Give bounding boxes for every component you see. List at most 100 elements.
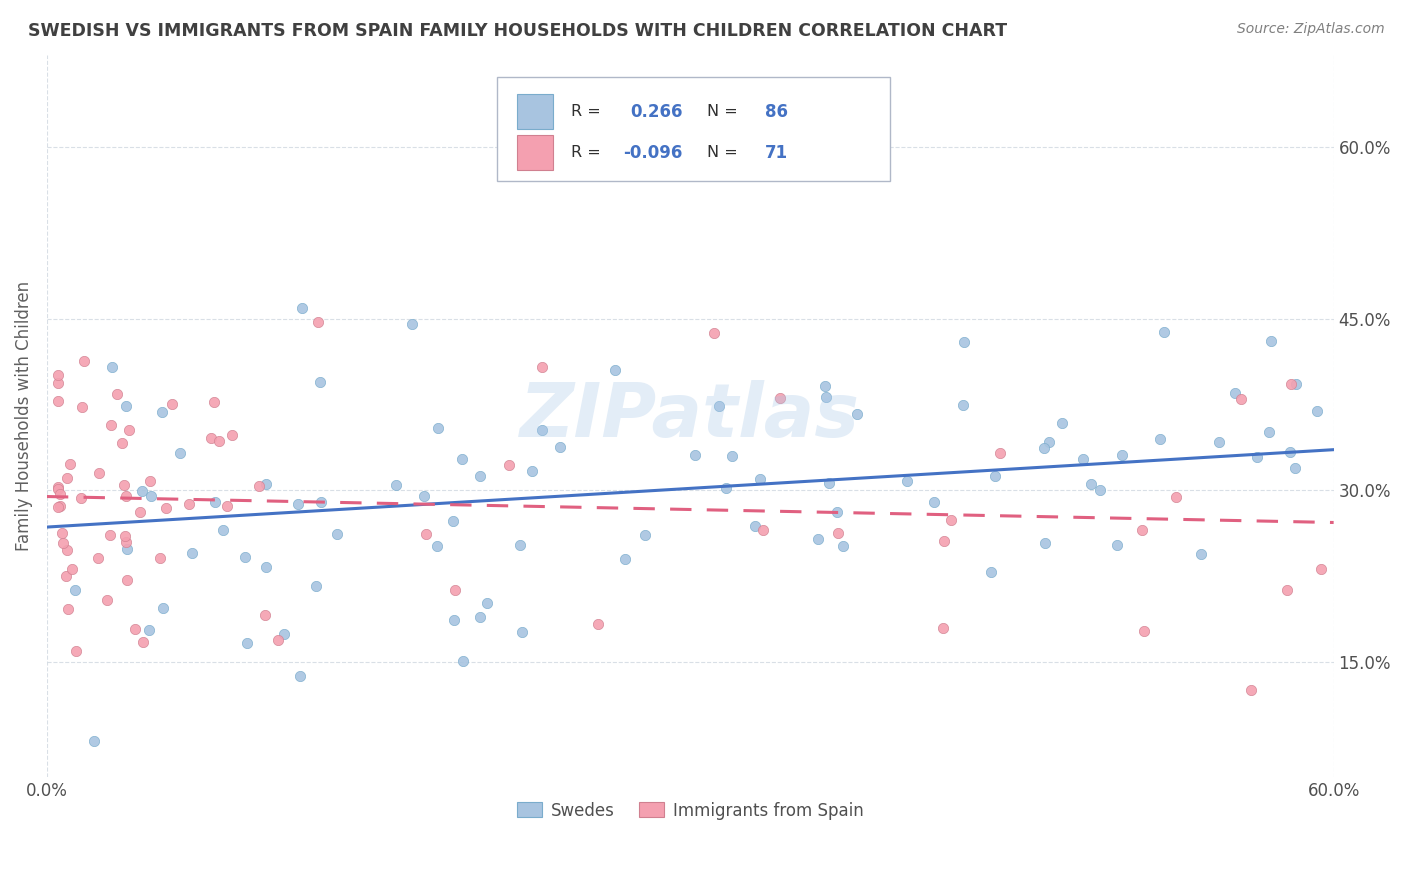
Point: [603, 363, 626, 377]
Point: [221, 428, 243, 442]
Point: [291, 301, 314, 315]
Point: [451, 654, 474, 668]
Point: [510, 624, 533, 639]
Point: [124, 622, 146, 636]
Point: [46, 368, 69, 382]
Point: [55, 470, 77, 484]
Point: [988, 446, 1011, 460]
Point: [111, 435, 134, 450]
Point: [217, 499, 239, 513]
Text: SWEDISH VS IMMIGRANTS FROM SPAIN FAMILY HOUSEHOLDS WITH CHILDREN CORRELATION CHA: SWEDISH VS IMMIGRANTS FROM SPAIN FAMILY …: [28, 22, 1007, 40]
Point: [56, 543, 79, 558]
Point: [1164, 490, 1187, 504]
Point: [65, 643, 87, 657]
Point: [412, 489, 434, 503]
Point: [89, 466, 111, 480]
Point: [475, 596, 498, 610]
Text: R =: R =: [571, 145, 606, 160]
Point: [401, 317, 423, 331]
Text: R =: R =: [571, 104, 606, 119]
Point: [415, 526, 437, 541]
Point: [1050, 417, 1073, 431]
Point: [115, 489, 138, 503]
Point: [1038, 434, 1060, 449]
Point: [1230, 392, 1253, 406]
Point: [70, 491, 93, 505]
Point: [326, 527, 349, 541]
Point: [520, 464, 543, 478]
Legend: Swedes, Immigrants from Spain: Swedes, Immigrants from Spain: [510, 795, 870, 826]
Point: [825, 505, 848, 519]
Text: N =: N =: [707, 104, 742, 119]
Point: [744, 519, 766, 533]
Point: [204, 494, 226, 508]
Point: [1309, 562, 1331, 576]
Point: [443, 613, 465, 627]
Point: [160, 397, 183, 411]
Text: ZIPatlas: ZIPatlas: [520, 379, 860, 452]
Point: [846, 407, 869, 421]
Point: [818, 475, 841, 490]
Point: [752, 523, 775, 537]
Point: [290, 669, 312, 683]
Point: [83, 734, 105, 748]
Point: [614, 551, 637, 566]
Point: [749, 472, 772, 486]
Text: Source: ZipAtlas.com: Source: ZipAtlas.com: [1237, 22, 1385, 37]
Point: [98, 528, 121, 542]
Point: [548, 441, 571, 455]
Point: [716, 481, 738, 495]
Point: [980, 565, 1002, 579]
Point: [939, 513, 962, 527]
Point: [1149, 432, 1171, 446]
Point: [254, 476, 277, 491]
Point: [983, 469, 1005, 483]
Point: [1088, 483, 1111, 498]
Point: [117, 423, 139, 437]
Point: [450, 451, 472, 466]
Point: [46, 500, 69, 514]
Point: [115, 542, 138, 557]
Point: [70, 400, 93, 414]
Point: [139, 474, 162, 488]
Point: [96, 593, 118, 607]
Point: [307, 315, 329, 329]
Point: [233, 549, 256, 564]
Point: [55, 569, 77, 583]
Point: [1284, 376, 1306, 391]
Text: 71: 71: [765, 144, 787, 161]
Point: [254, 560, 277, 574]
Point: [769, 392, 792, 406]
Point: [117, 573, 139, 587]
Point: [586, 616, 609, 631]
Point: [1133, 624, 1156, 638]
Point: [49, 499, 72, 513]
Point: [468, 469, 491, 483]
Point: [1105, 538, 1128, 552]
Point: [831, 539, 853, 553]
Point: [247, 479, 270, 493]
Point: [49, 486, 72, 500]
Text: 86: 86: [765, 103, 787, 120]
Point: [1130, 523, 1153, 537]
Point: [953, 335, 976, 350]
Point: [1153, 326, 1175, 340]
Point: [721, 449, 744, 463]
Point: [65, 582, 87, 597]
Text: -0.096: -0.096: [623, 144, 683, 161]
Text: N =: N =: [707, 145, 742, 160]
Point: [1189, 548, 1212, 562]
Text: 0.266: 0.266: [630, 103, 682, 120]
Y-axis label: Family Households with Children: Family Households with Children: [15, 281, 32, 551]
Point: [1033, 441, 1056, 455]
Point: [1208, 435, 1230, 450]
Point: [305, 579, 328, 593]
Point: [202, 394, 225, 409]
Point: [177, 497, 200, 511]
Point: [138, 623, 160, 637]
Point: [1035, 536, 1057, 550]
Point: [150, 405, 173, 419]
Point: [59, 457, 82, 471]
FancyBboxPatch shape: [516, 95, 553, 129]
Point: [427, 420, 450, 434]
